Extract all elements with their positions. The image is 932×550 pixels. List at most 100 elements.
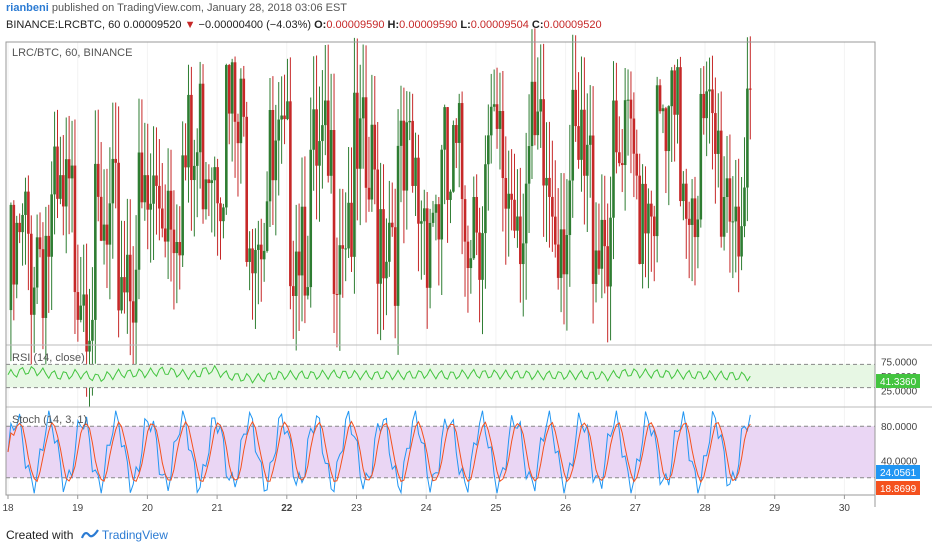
candle-body <box>743 187 746 227</box>
candle-body <box>370 124 374 200</box>
candle-body <box>655 85 659 237</box>
candle-body <box>487 135 490 165</box>
candle-body <box>431 212 435 223</box>
candle-body <box>364 97 368 188</box>
candle-body <box>96 163 100 197</box>
close-label: C: <box>531 19 544 31</box>
candle-body <box>489 106 493 136</box>
candle-body <box>696 219 700 238</box>
candle-body <box>463 199 467 242</box>
candle-body <box>29 233 33 315</box>
low-value: 0.00009504 <box>470 19 529 31</box>
candle-body <box>609 217 612 287</box>
candle-body <box>184 155 187 168</box>
candle-body <box>198 83 202 153</box>
candle-body <box>169 190 173 230</box>
candle-body <box>131 301 135 323</box>
candle-body <box>437 204 441 240</box>
candle-body <box>239 78 243 144</box>
candle-body <box>568 180 572 236</box>
candle-body <box>472 196 476 259</box>
candle-body <box>603 219 607 247</box>
candle-body <box>134 269 138 323</box>
candle-body <box>204 179 208 210</box>
last-price: 0.00009520 <box>123 19 182 31</box>
candle-body <box>303 206 307 296</box>
open-label: O: <box>314 19 327 31</box>
candle-body <box>190 94 193 181</box>
x-tick-label: 22 <box>281 503 293 514</box>
candle-body <box>577 126 580 160</box>
candle-body <box>524 183 528 244</box>
candle-body <box>277 119 281 141</box>
candle-body <box>24 191 27 215</box>
x-tick-label: 26 <box>560 503 572 514</box>
candle-body <box>719 130 723 237</box>
candle-body <box>484 164 487 234</box>
candle-body <box>236 121 240 144</box>
candle-body <box>12 204 16 285</box>
candle-body <box>408 120 412 123</box>
candle-body <box>111 158 115 204</box>
candle-body <box>297 251 301 276</box>
rsi-tick-label: 25.0000 <box>881 387 918 398</box>
candle-body <box>737 206 740 257</box>
candle-body <box>475 196 478 233</box>
candle-body <box>102 224 106 241</box>
author-link[interactable]: rianbeni <box>6 2 49 14</box>
candle-body <box>53 146 56 195</box>
candle-body <box>32 287 36 315</box>
candle-body <box>82 294 85 306</box>
candle-body <box>519 216 522 265</box>
candle-body <box>574 89 577 127</box>
price-chart[interactable]: 100.00%(0.00012221)78.60%(0.00010999)61.… <box>0 0 932 520</box>
candle-body <box>405 122 409 191</box>
candle-body <box>618 152 621 164</box>
candle-body <box>597 250 601 269</box>
candle-body <box>114 158 118 163</box>
candle-body <box>15 222 19 285</box>
candle-body <box>274 140 278 181</box>
candle-body <box>356 92 359 169</box>
tradingview-brand[interactable]: TradingView <box>101 528 168 542</box>
candle-body <box>271 109 275 181</box>
candle-body <box>495 104 499 129</box>
candle-body <box>332 130 336 294</box>
candle-body <box>64 159 68 207</box>
candle-body <box>230 62 234 114</box>
candle-body <box>9 204 13 311</box>
candle-body <box>254 249 257 274</box>
stoch-label: Stoch (14, 3, 1) <box>12 414 87 426</box>
x-tick-label: 25 <box>490 503 502 514</box>
candle-body <box>85 294 88 352</box>
tradingview-logo-icon <box>77 528 102 542</box>
candle-body <box>667 106 671 152</box>
candle-body <box>600 219 604 269</box>
x-tick-label: 21 <box>212 503 224 514</box>
candle-body <box>690 198 694 225</box>
candle-body <box>647 203 650 234</box>
candle-body <box>318 141 321 166</box>
candle-body <box>21 214 24 233</box>
candle-body <box>216 167 219 204</box>
candle-body <box>422 208 426 222</box>
candle-body <box>687 218 691 225</box>
candle-body <box>533 81 537 136</box>
candle-body <box>434 204 438 213</box>
candle-body <box>711 89 714 114</box>
candle-body <box>670 70 674 107</box>
candle-body <box>545 177 548 186</box>
stoch-d-label: 18.8699 <box>880 484 917 495</box>
candle-body <box>498 111 502 129</box>
footer: Created with TradingView <box>6 528 168 542</box>
candle-body <box>749 88 752 90</box>
candle-body <box>714 113 717 154</box>
candle-body <box>117 162 120 311</box>
published-text: published on TradingView.com, January 28… <box>51 2 348 14</box>
candle-body <box>99 196 103 241</box>
x-tick-label: 19 <box>72 503 84 514</box>
candle-body <box>641 183 644 264</box>
candle-body <box>195 152 199 166</box>
candle-body <box>385 261 388 279</box>
candle-body <box>344 248 347 250</box>
